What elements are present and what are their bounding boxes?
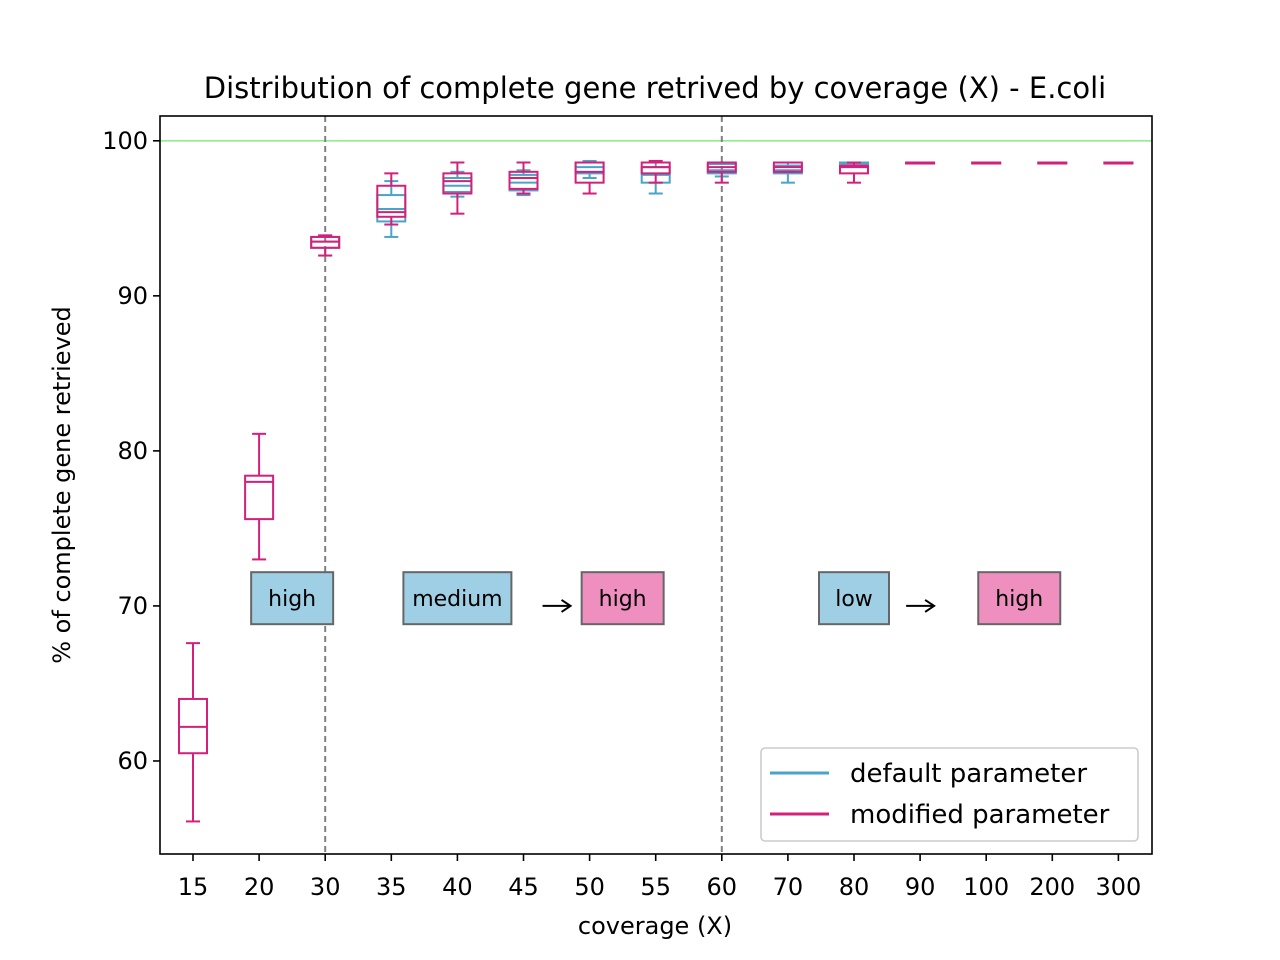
phase-label-text-4: high: [995, 587, 1043, 612]
plot-frame: [159, 115, 1153, 855]
x-tick-label-35: 35: [376, 873, 407, 901]
x-tick-label-70: 70: [773, 873, 804, 901]
box-modified-35: [376, 184, 407, 218]
x-tick-label-50: 50: [574, 873, 605, 901]
box-modified-45: [508, 170, 539, 190]
phase-label-text-1: medium: [412, 587, 502, 612]
x-tick-label-300: 300: [1095, 873, 1141, 901]
y-tick-label-100: 100: [102, 127, 148, 155]
phase-label-box-0: [250, 571, 335, 626]
phase-label-box-1: [402, 571, 513, 626]
box-modified-20: [244, 474, 275, 521]
arrow-head-1: [924, 599, 936, 613]
box-modified-80: [839, 164, 869, 175]
phase-label-text-0: high: [268, 587, 316, 612]
y-tick-label-80: 80: [117, 437, 148, 465]
y-tick-label-70: 70: [117, 592, 148, 620]
phase-label-box-2: [580, 571, 665, 626]
phase-label-box-3: [818, 571, 890, 626]
phase-label-text-2: high: [599, 587, 647, 612]
x-tick-label-100: 100: [963, 873, 1009, 901]
phase-label-box-4: [977, 571, 1062, 626]
x-tick-label-20: 20: [244, 873, 275, 901]
x-tick-label-200: 200: [1029, 873, 1075, 901]
phase-label-text-3: low: [835, 587, 873, 612]
legend-label-1: modified parameter: [850, 800, 1110, 830]
chart-title: Distribution of complete gene retrived b…: [204, 71, 1106, 105]
plot-area: high medium high low high 60 70 80 90 100 15 20 30 35…: [102, 115, 1153, 901]
x-tick-label-30: 30: [310, 873, 341, 901]
y-tick-label-90: 90: [117, 282, 148, 310]
x-tick-label-45: 45: [508, 873, 539, 901]
y-axis-label: % of complete gene retrieved: [48, 306, 76, 664]
x-tick-label-60: 60: [707, 873, 738, 901]
x-tick-label-90: 90: [905, 873, 936, 901]
legend-label-0: default parameter: [850, 759, 1087, 789]
y-tick-label-60: 60: [117, 747, 148, 775]
legend-box: [760, 747, 1139, 842]
box-modified-40: [442, 172, 473, 195]
x-axis-label: coverage (X): [578, 912, 732, 940]
x-tick-label-40: 40: [442, 873, 473, 901]
x-tick-label-80: 80: [839, 873, 870, 901]
arrow-head-0: [560, 599, 573, 613]
x-tick-label-55: 55: [640, 873, 671, 901]
x-tick-label-15: 15: [178, 873, 209, 901]
